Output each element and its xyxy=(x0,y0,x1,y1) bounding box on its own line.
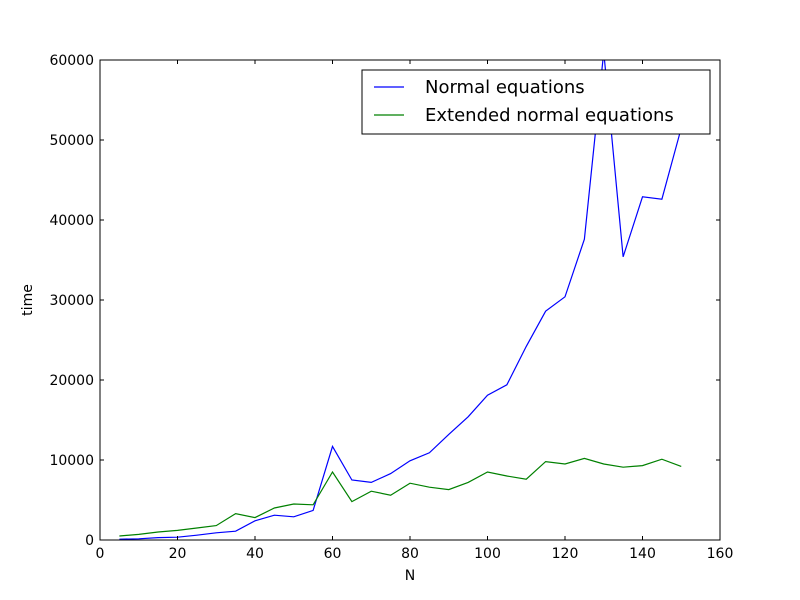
legend: Normal equations Extended normal equatio… xyxy=(361,69,711,135)
x-tick-label: 160 xyxy=(707,546,734,562)
x-axis-label: N xyxy=(405,568,415,584)
legend-label-normal: Normal equations xyxy=(425,77,585,98)
x-tick-label: 120 xyxy=(552,546,579,562)
y-tick-label: 10000 xyxy=(49,453,94,469)
series-layer xyxy=(119,60,682,540)
legend-label-extended: Extended normal equations xyxy=(425,105,674,126)
y-axis-label: time xyxy=(20,284,36,316)
tick-layer: 0 20 40 60 80 100 120 140 160 0 10000 20000 30000 400… xyxy=(49,53,733,562)
x-tick-label: 20 xyxy=(169,546,187,562)
y-tick-label: 0 xyxy=(85,533,94,549)
x-tick-label: 0 xyxy=(96,546,105,562)
legend-box xyxy=(361,69,711,135)
y-tick-label: 40000 xyxy=(49,213,94,229)
y-tick-label: 30000 xyxy=(49,293,94,309)
y-tick-label: 20000 xyxy=(49,373,94,389)
x-tick-label: 140 xyxy=(629,546,656,562)
y-tick-label: 50000 xyxy=(49,133,94,149)
series-line-extended xyxy=(119,457,682,537)
x-tick-label: 80 xyxy=(401,546,419,562)
series-line-normal xyxy=(119,60,682,540)
x-tick-label: 100 xyxy=(474,546,501,562)
x-tick-label: 60 xyxy=(324,546,342,562)
x-tick-label: 40 xyxy=(246,546,264,562)
y-tick-label: 60000 xyxy=(49,53,94,69)
